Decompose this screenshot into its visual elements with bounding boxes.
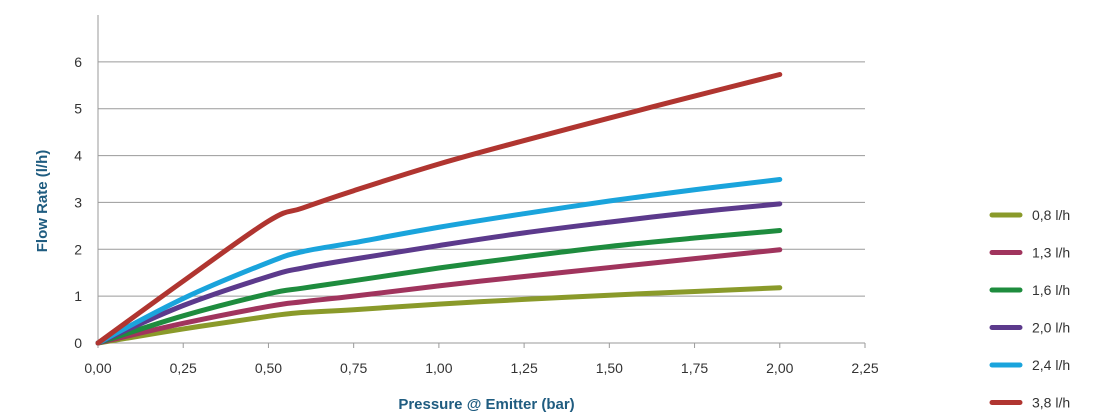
legend-label: 2,4 l/h bbox=[1032, 357, 1070, 373]
x-tick-label: 1,75 bbox=[681, 360, 708, 376]
y-tick-label: 2 bbox=[74, 241, 82, 257]
x-tick-label: 1,25 bbox=[510, 360, 537, 376]
x-tick-label: 0,25 bbox=[170, 360, 197, 376]
legend-label: 0,8 l/h bbox=[1032, 207, 1070, 223]
x-tick-labels: 0,00 0,25 0,50 0,75 1,00 1,25 1,50 1,75 2,00 2,25 bbox=[84, 360, 878, 376]
y-tick-label: 0 bbox=[74, 335, 82, 351]
y-tick-label: 3 bbox=[74, 194, 82, 210]
legend-label: 2,0 l/h bbox=[1032, 320, 1070, 336]
x-tick-label: 0,00 bbox=[84, 360, 111, 376]
legend: 0,8 l/h 1,3 l/h 1,6 l/h 2,0 l/h 2,4 l/h 3,8 l… bbox=[989, 207, 1070, 411]
series-line-2-4-l-h bbox=[95, 176, 783, 346]
y-axis-title: Flow Rate (l/h) bbox=[34, 150, 51, 253]
y-tick-label: 6 bbox=[74, 54, 82, 70]
y-tick-label: 5 bbox=[74, 101, 82, 117]
series-line-1-3-l-h bbox=[95, 247, 783, 346]
x-tick-label: 1,50 bbox=[596, 360, 623, 376]
legend-label: 3,8 l/h bbox=[1032, 395, 1070, 411]
x-tick-label: 2,00 bbox=[766, 360, 793, 376]
series-lines bbox=[95, 72, 783, 346]
series-line-2-0-l-h bbox=[95, 201, 783, 346]
legend-label: 1,3 l/h bbox=[1032, 245, 1070, 261]
y-tick-label: 4 bbox=[74, 148, 82, 164]
x-tick-label: 0,75 bbox=[340, 360, 367, 376]
series-line-0-8-l-h bbox=[95, 285, 783, 346]
series-line-1-6-l-h bbox=[95, 228, 783, 346]
legend-label: 1,6 l/h bbox=[1032, 282, 1070, 298]
y-tick-label: 1 bbox=[74, 288, 82, 304]
y-tick-labels: 0 1 2 3 4 5 6 bbox=[74, 54, 82, 351]
axes bbox=[97, 15, 866, 348]
x-axis-title: Pressure @ Emitter (bar) bbox=[398, 396, 574, 413]
x-tick-label: 1,00 bbox=[425, 360, 452, 376]
series-line-3-8-l-h bbox=[95, 72, 783, 346]
x-tick-label: 0,50 bbox=[255, 360, 282, 376]
x-tick-label: 2,25 bbox=[851, 360, 878, 376]
